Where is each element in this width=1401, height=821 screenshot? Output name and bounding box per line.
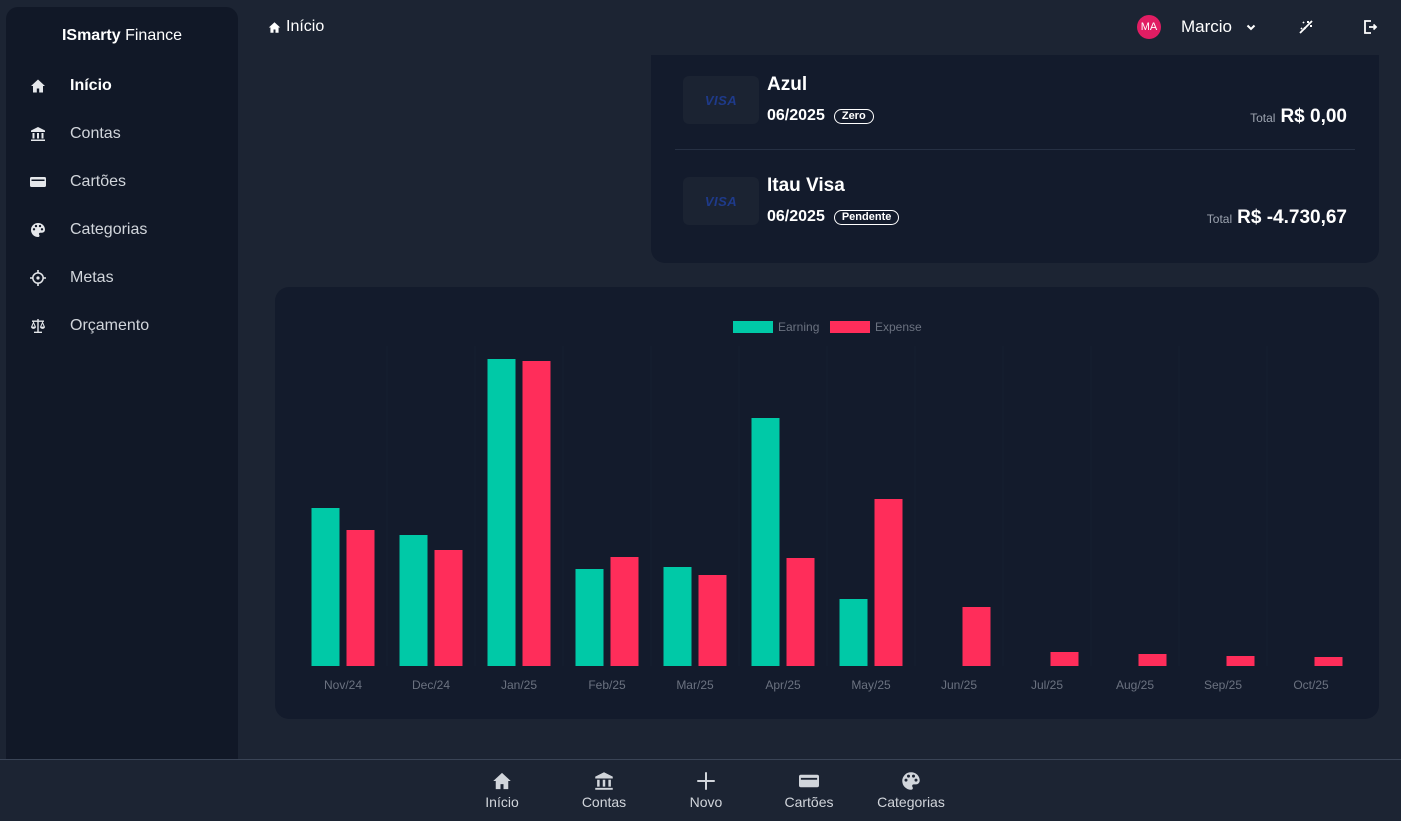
x-tick-label: Nov/24 <box>324 678 362 692</box>
target-icon <box>29 269 47 287</box>
card-row[interactable]: VISA Itau Visa 06/2025 Pendente Total R$… <box>675 151 1355 251</box>
bar-earning[interactable] <box>311 508 340 666</box>
user-name: Marcio <box>1181 17 1233 36</box>
legend-label[interactable]: Earning <box>778 320 819 334</box>
x-tick-label: Mar/25 <box>676 678 714 692</box>
bar-expense[interactable] <box>346 530 375 666</box>
x-tick-label: Aug/25 <box>1116 678 1154 692</box>
bar-expense[interactable] <box>698 575 727 666</box>
bar-expense[interactable] <box>610 557 639 666</box>
status-badge: Pendente <box>833 209 900 225</box>
sidebar-item-label: Início <box>70 77 112 94</box>
credit-card-icon <box>769 770 849 792</box>
home-icon <box>462 770 542 792</box>
bottom-nav: Início Contas Novo Cartões Categorias <box>0 759 1401 821</box>
logout-icon[interactable] <box>1362 19 1378 35</box>
home-icon <box>29 77 47 95</box>
x-tick-label: Dec/24 <box>412 678 450 692</box>
x-tick-label: Jul/25 <box>1031 678 1063 692</box>
x-tick-label: Feb/25 <box>588 678 626 692</box>
x-tick-label: Oct/25 <box>1293 678 1329 692</box>
card-total: Total R$ -4.730,67 <box>1206 207 1347 228</box>
bar-expense[interactable] <box>1138 654 1167 666</box>
palette-icon <box>29 221 47 239</box>
avatar[interactable]: MA <box>1137 15 1161 39</box>
x-tick-label: Jun/25 <box>941 678 977 692</box>
status-badge: Zero <box>833 108 874 124</box>
top-header: Início MA Marcio <box>238 0 1401 55</box>
credit-cards-list: VISA Azul 06/2025 Zero Total R$ 0,00 VIS… <box>651 55 1379 263</box>
bank-icon <box>29 125 47 143</box>
credit-card-icon <box>29 173 47 191</box>
bar-expense[interactable] <box>874 499 903 666</box>
bar-expense[interactable] <box>1226 656 1255 666</box>
sidebar-item-orcamento[interactable]: Orçamento <box>6 302 238 350</box>
bottom-nav-cartoes[interactable]: Cartões <box>769 770 849 810</box>
bar-expense[interactable] <box>522 361 551 666</box>
theme-toggle-icon[interactable] <box>1298 19 1314 35</box>
earning-expense-chart: Earning Expense Nov/24 Dec/24 Jan/25 Feb/25 Ma… <box>275 287 1379 719</box>
scale-icon <box>29 317 47 335</box>
chevron-down-icon <box>1246 24 1256 31</box>
home-icon <box>268 21 281 33</box>
sidebar-item-label: Categorias <box>70 221 148 238</box>
sidebar-item-cartoes[interactable]: Cartões <box>6 158 238 206</box>
bottom-nav-inicio[interactable]: Início <box>462 770 542 810</box>
sidebar-item-categorias[interactable]: Categorias <box>6 206 238 254</box>
bar-earning[interactable] <box>751 418 780 666</box>
breadcrumb-label: Início <box>286 18 325 35</box>
card-period: 06/2025 Pendente <box>767 208 900 226</box>
bar-earning[interactable] <box>487 359 516 666</box>
bar-expense[interactable] <box>1050 652 1079 666</box>
legend-swatch[interactable] <box>733 321 773 333</box>
brand-logo[interactable]: ISmarty Finance <box>61 27 183 44</box>
visa-logo: VISA <box>683 177 759 225</box>
bar-earning[interactable] <box>575 569 604 666</box>
palette-icon <box>871 770 951 792</box>
x-tick-label: Apr/25 <box>765 678 801 692</box>
card-row[interactable]: VISA Azul 06/2025 Zero Total R$ 0,00 <box>675 55 1355 150</box>
user-menu-button[interactable]: Marcio <box>1181 17 1256 37</box>
bar-expense[interactable] <box>786 558 815 666</box>
breadcrumb[interactable]: Início <box>268 18 324 36</box>
sidebar-item-inicio[interactable]: Início <box>6 62 238 110</box>
plus-icon <box>666 770 746 792</box>
bottom-nav-novo[interactable]: Novo <box>666 770 746 810</box>
sidebar-item-label: Metas <box>70 269 114 286</box>
x-tick-label: May/25 <box>851 678 891 692</box>
bar-earning[interactable] <box>399 535 428 666</box>
bar-expense[interactable] <box>434 550 463 666</box>
card-period: 06/2025 Zero <box>767 107 874 125</box>
bottom-nav-contas[interactable]: Contas <box>564 770 644 810</box>
sidebar-item-label: Orçamento <box>70 317 150 334</box>
bar-expense[interactable] <box>962 607 991 666</box>
card-name: Azul <box>767 74 808 95</box>
x-tick-label: Jan/25 <box>501 678 537 692</box>
legend-label[interactable]: Expense <box>875 320 922 334</box>
sidebar-item-label: Cartões <box>70 173 127 190</box>
sidebar: ISmarty Finance Início Contas Cartões Ca… <box>6 7 238 767</box>
visa-logo: VISA <box>683 76 759 124</box>
x-tick-label: Sep/25 <box>1204 678 1242 692</box>
card-total: Total R$ 0,00 <box>1250 106 1347 127</box>
bar-earning[interactable] <box>839 599 868 666</box>
sidebar-item-contas[interactable]: Contas <box>6 110 238 158</box>
bar-earning[interactable] <box>663 567 692 666</box>
sidebar-item-label: Contas <box>70 125 121 142</box>
bottom-nav-categorias[interactable]: Categorias <box>871 770 951 810</box>
bank-icon <box>564 770 644 792</box>
sidebar-item-metas[interactable]: Metas <box>6 254 238 302</box>
card-name: Itau Visa <box>767 175 845 196</box>
bar-expense[interactable] <box>1314 657 1343 666</box>
bar-chart: Earning Expense Nov/24 Dec/24 Jan/25 Feb/25 Ma… <box>311 320 1343 692</box>
legend-swatch[interactable] <box>830 321 870 333</box>
